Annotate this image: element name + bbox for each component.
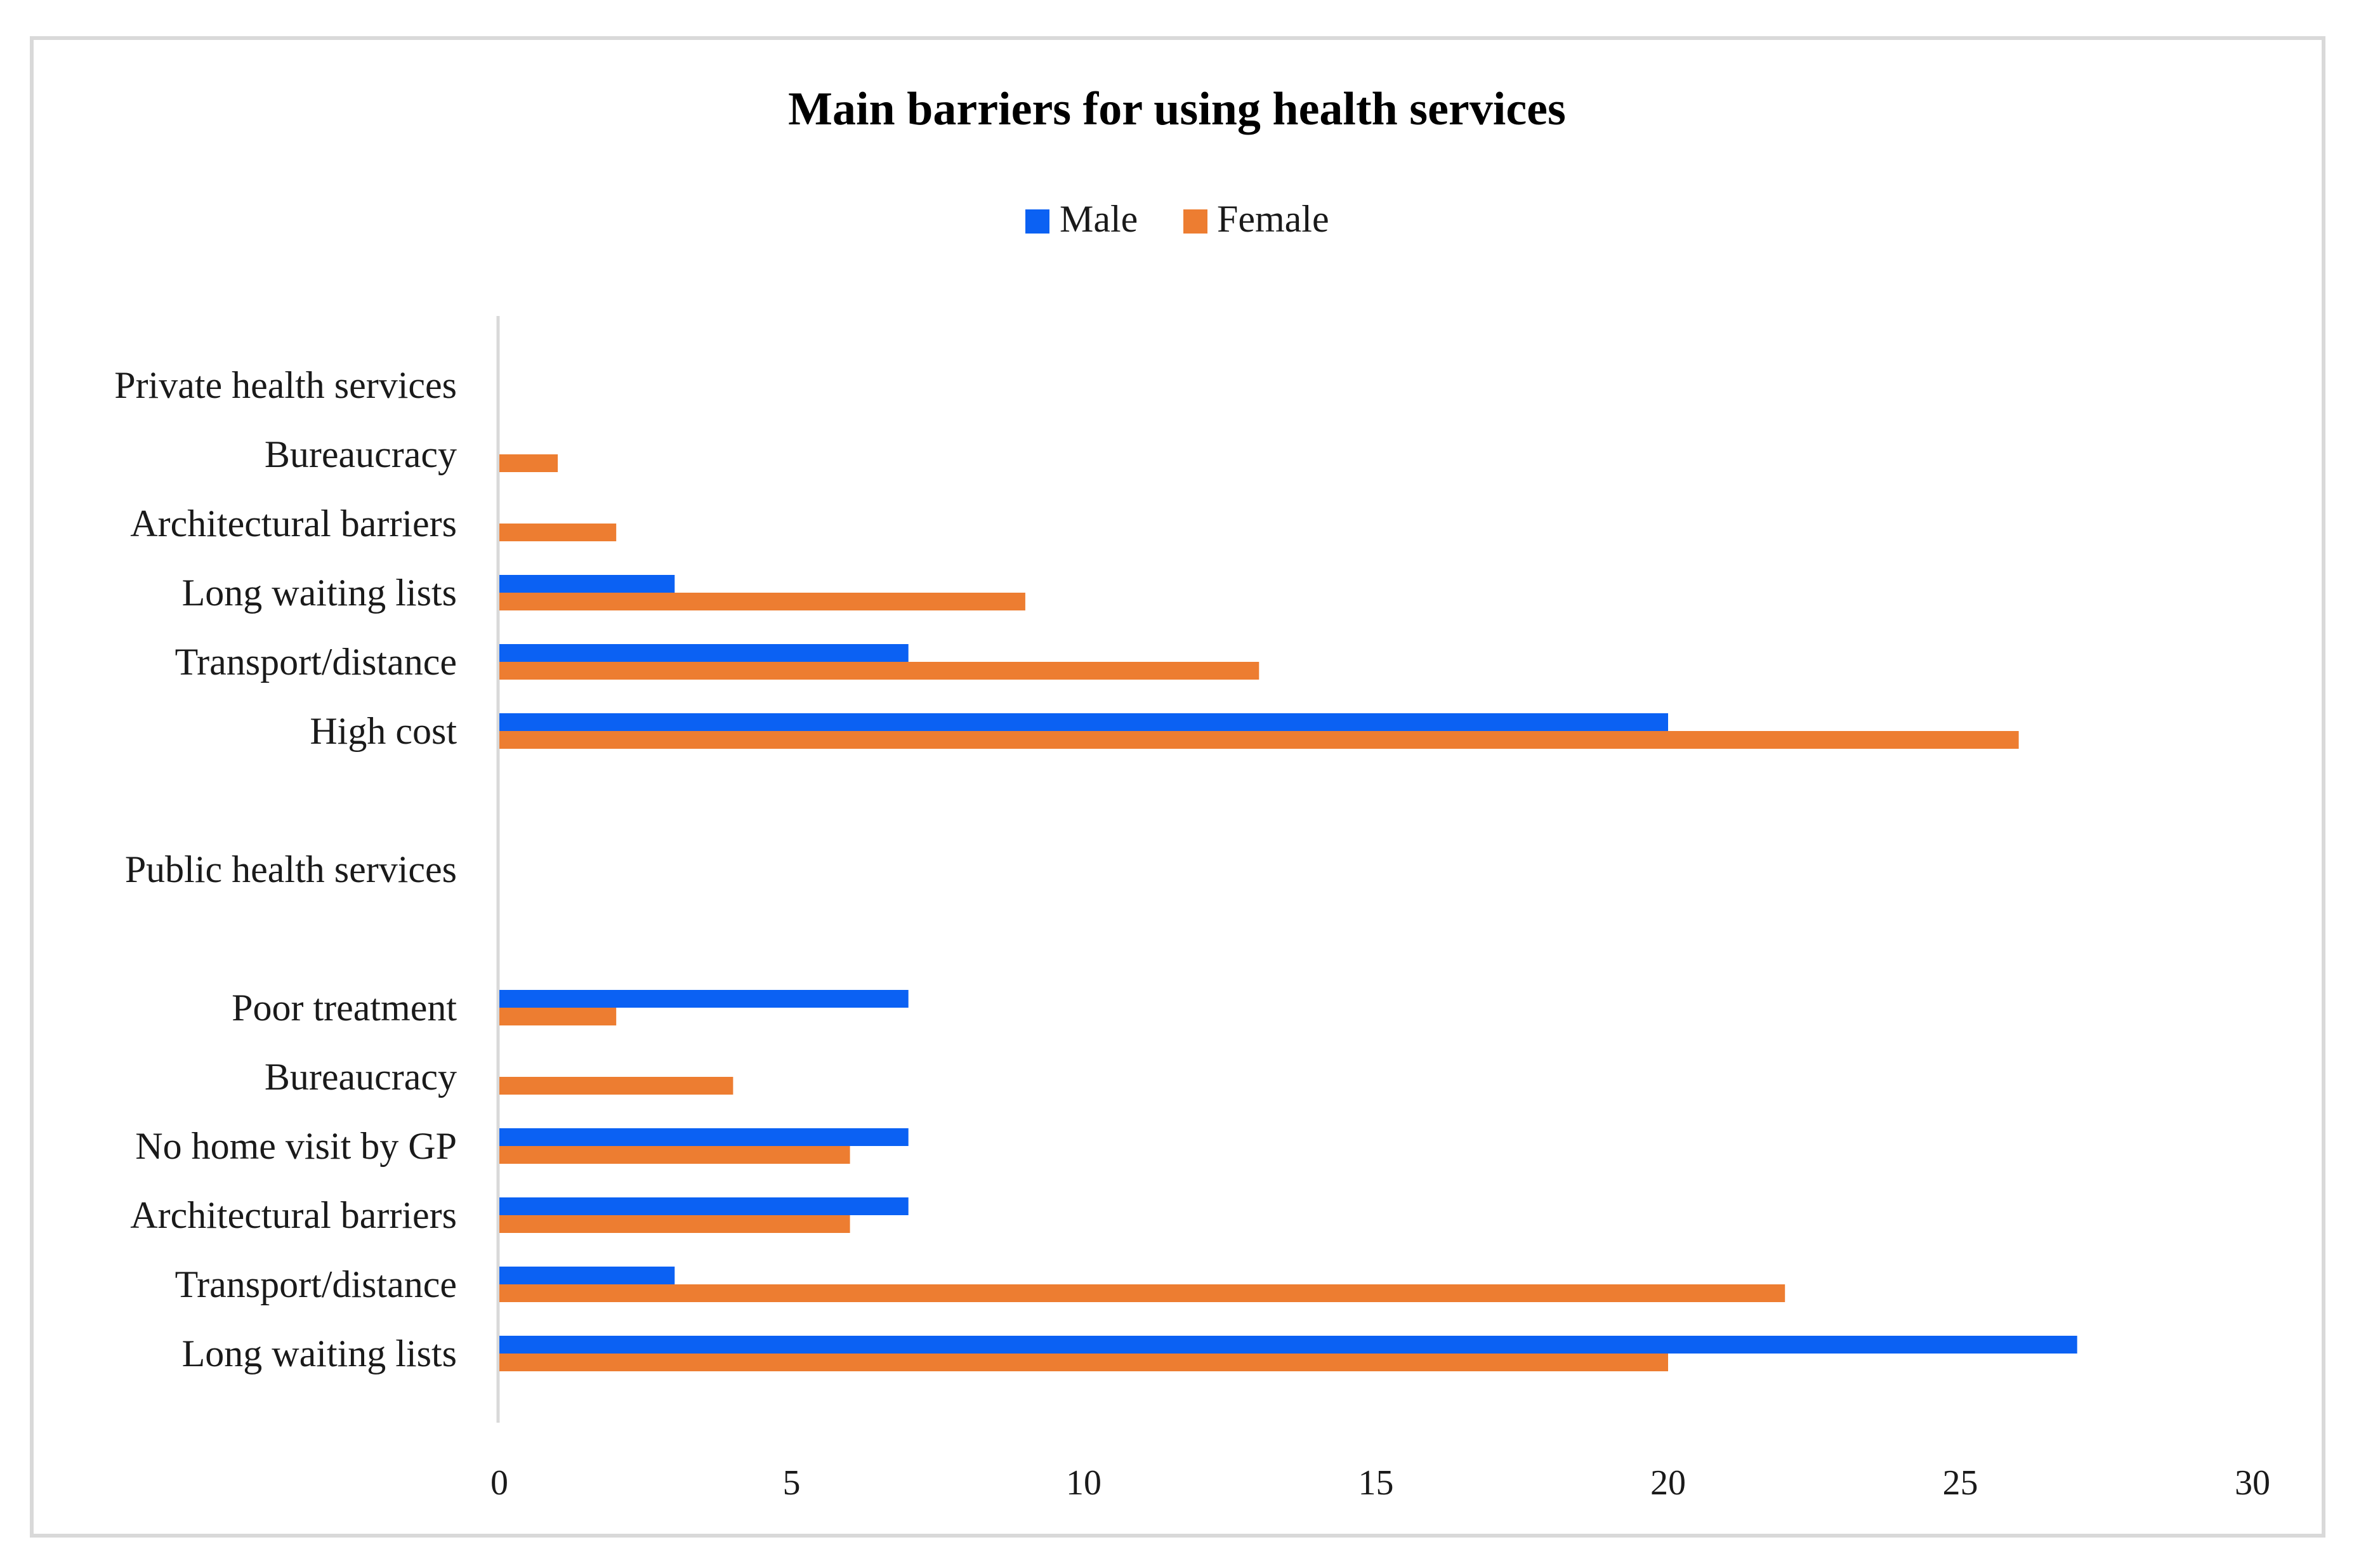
legend-female-label: Female xyxy=(1217,198,1329,240)
legend-male-label: Male xyxy=(1060,198,1138,240)
bar-female-public-health-services-bureaucracy xyxy=(499,1077,733,1095)
bar-male-public-health-services-no-home-visit-by-gp xyxy=(499,1128,909,1146)
category-label: Bureaucracy xyxy=(265,433,457,475)
bar-female-private-health-services-high-cost xyxy=(499,731,2019,749)
category-label: Poor treatment xyxy=(232,987,457,1029)
x-tick-label: 30 xyxy=(2235,1463,2270,1503)
bar-male-private-health-services-long-waiting-lists xyxy=(499,575,675,593)
category-label: Architectural barriers xyxy=(130,503,457,544)
bar-female-private-health-services-architectural-barriers xyxy=(499,524,617,541)
bar-female-public-health-services-long-waiting-lists xyxy=(499,1354,1668,1371)
bar-female-private-health-services-long-waiting-lists xyxy=(499,593,1025,610)
bar-female-public-health-services-transport-distance xyxy=(499,1284,1785,1302)
bar-male-private-health-services-high-cost xyxy=(499,713,1668,731)
category-label: Transport/distance xyxy=(175,641,457,683)
x-axis-ticks: 0 5 10 15 20 25 30 xyxy=(490,1463,2270,1503)
x-tick-label: 0 xyxy=(490,1463,508,1503)
bar-male-private-health-services-transport-distance xyxy=(499,644,909,662)
chart-title: Main barriers for using health services xyxy=(788,83,1566,135)
bar-female-private-health-services-bureaucracy xyxy=(499,454,558,472)
category-label: Architectural barriers xyxy=(130,1194,457,1236)
legend: Male Female xyxy=(1025,198,1329,240)
group-header-label: Private health services xyxy=(114,364,457,406)
plot-area: Private health services Bureaucracy Archit… xyxy=(114,364,2077,1374)
group-header-label: Public health services xyxy=(125,848,457,890)
x-tick-label: 5 xyxy=(783,1463,801,1503)
bar-male-public-health-services-transport-distance xyxy=(499,1267,675,1284)
x-tick-label: 25 xyxy=(1943,1463,1978,1503)
bar-female-public-health-services-architectural-barriers xyxy=(499,1215,850,1233)
legend-female-swatch xyxy=(1183,209,1207,234)
x-tick-label: 20 xyxy=(1650,1463,1686,1503)
category-label: High cost xyxy=(310,710,457,752)
x-tick-label: 15 xyxy=(1358,1463,1394,1503)
legend-male-swatch xyxy=(1025,209,1049,234)
bar-female-public-health-services-no-home-visit-by-gp xyxy=(499,1146,850,1164)
bar-female-public-health-services-poor-treatment xyxy=(499,1008,617,1025)
bar-male-public-health-services-long-waiting-lists xyxy=(499,1336,2077,1354)
bar-female-private-health-services-transport-distance xyxy=(499,662,1259,680)
category-label: Bureaucracy xyxy=(265,1056,457,1098)
bar-male-public-health-services-architectural-barriers xyxy=(499,1197,909,1215)
category-label: Long waiting lists xyxy=(182,1333,457,1374)
x-tick-label: 10 xyxy=(1066,1463,1101,1503)
category-label: Transport/distance xyxy=(175,1263,457,1305)
category-label: No home visit by GP xyxy=(135,1125,457,1167)
category-label: Long waiting lists xyxy=(182,572,457,614)
bar-male-public-health-services-poor-treatment xyxy=(499,990,909,1008)
